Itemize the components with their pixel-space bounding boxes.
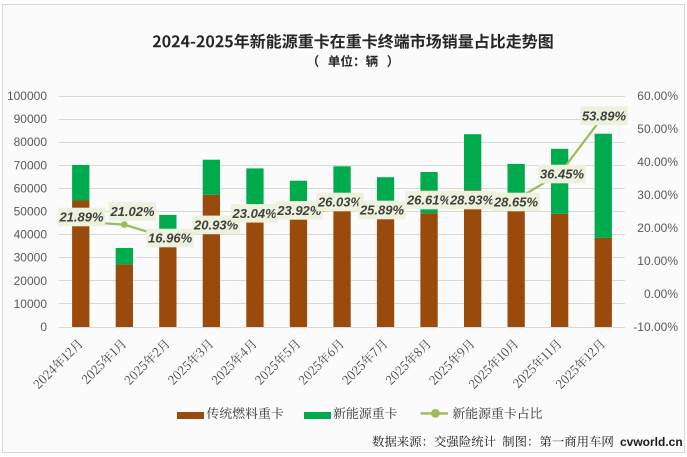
svg-text:21.02%: 21.02% — [109, 204, 155, 219]
svg-text:30.00%: 30.00% — [637, 188, 678, 202]
svg-text:21.89%: 21.89% — [58, 210, 104, 225]
svg-text:cvworld.cn: cvworld.cn — [620, 435, 683, 449]
svg-text:0: 0 — [40, 320, 47, 334]
svg-text:-10.00%: -10.00% — [633, 320, 678, 334]
svg-text:36.45%: 36.45% — [540, 167, 585, 182]
svg-text:40000: 40000 — [14, 228, 48, 242]
svg-text:80000: 80000 — [14, 135, 48, 149]
svg-text:26.03%: 26.03% — [317, 195, 363, 210]
svg-text:23.04%: 23.04% — [232, 206, 278, 221]
svg-text:10000: 10000 — [14, 297, 48, 311]
svg-text:60000: 60000 — [14, 181, 48, 195]
svg-text:26.61%: 26.61% — [406, 193, 452, 208]
svg-text:90000: 90000 — [14, 112, 48, 126]
svg-text:28.65%: 28.65% — [493, 195, 539, 210]
svg-text:30000: 30000 — [14, 251, 48, 265]
svg-text:53.89%: 53.89% — [582, 108, 627, 123]
svg-text:70000: 70000 — [14, 158, 48, 172]
svg-text:28.93%: 28.93% — [449, 193, 495, 208]
svg-text:25.89%: 25.89% — [359, 203, 405, 218]
svg-text:16.96%: 16.96% — [148, 231, 193, 246]
svg-text:10.00%: 10.00% — [637, 254, 678, 268]
svg-text:0.00%: 0.00% — [644, 287, 678, 301]
svg-text:20.00%: 20.00% — [637, 221, 678, 235]
svg-text:20.93%: 20.93% — [193, 217, 239, 232]
svg-text:40.00%: 40.00% — [637, 155, 678, 169]
svg-text:23.92%: 23.92% — [276, 203, 322, 218]
svg-text:50.00%: 50.00% — [637, 122, 678, 136]
svg-text:20000: 20000 — [14, 274, 48, 288]
svg-text:60.00%: 60.00% — [637, 89, 678, 103]
svg-text:50000: 50000 — [14, 205, 48, 219]
svg-text:100000: 100000 — [7, 89, 47, 103]
